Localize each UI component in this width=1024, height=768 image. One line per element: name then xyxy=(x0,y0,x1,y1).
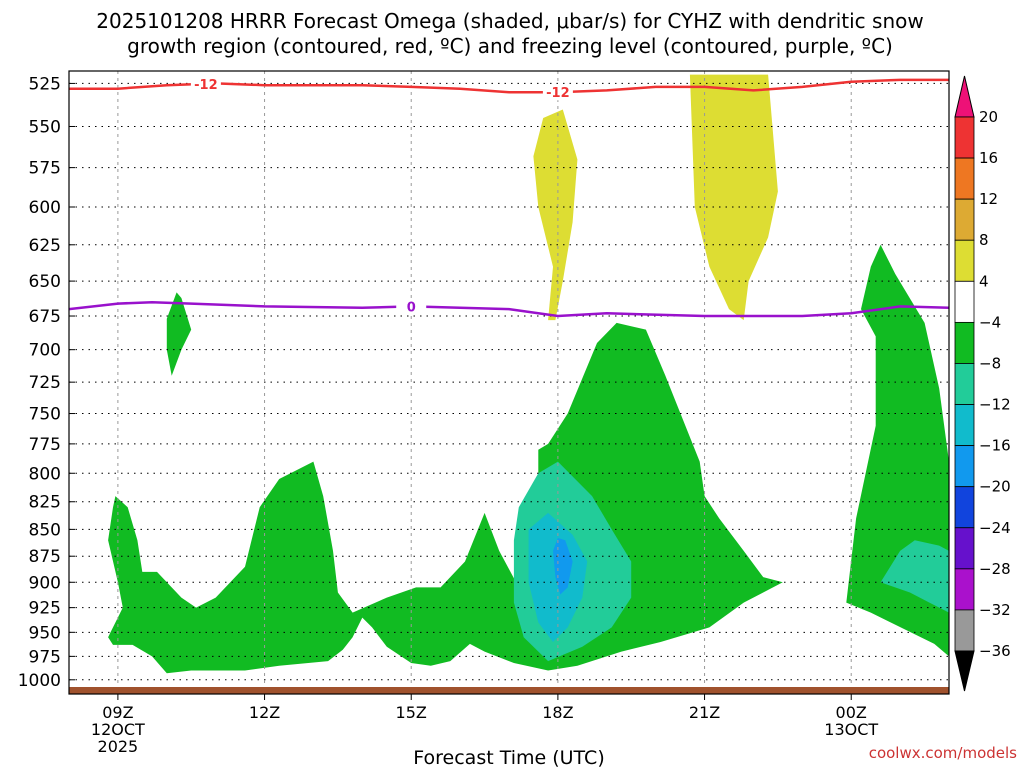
colorbar: 20 16 12 8 4 −4 −8 −12 −16 −20 −24 −28 −32 −36 xyxy=(954,75,1011,692)
y-tick-label-650: 650 xyxy=(29,272,61,292)
colorbar-label-6: −8 xyxy=(979,354,1001,372)
dendritic_contour-label-bg-1 xyxy=(542,84,573,101)
omega-shaded-regions xyxy=(108,74,949,674)
x-tick-label-5-0: 00Z xyxy=(836,703,867,722)
omega-region-6 xyxy=(880,540,949,613)
colorbar-label-12: −32 xyxy=(979,601,1011,619)
y-tick-label-550: 550 xyxy=(29,117,61,137)
x-tick-label-4-0: 21Z xyxy=(689,703,720,722)
colorbar-label-10: −24 xyxy=(979,519,1011,537)
colorbar-box-7 xyxy=(954,404,975,447)
y-tick-label-600: 600 xyxy=(29,198,61,218)
y-tick-label-525: 525 xyxy=(29,74,61,94)
colorbar-box-10 xyxy=(954,527,975,570)
chart-title: 2025101208 HRRR Forecast Omega (shaded, … xyxy=(96,9,923,58)
x-tick-label-0-1: 12OCT xyxy=(91,720,145,739)
colorbar-label-7: −12 xyxy=(979,396,1011,414)
colorbar-box-0 xyxy=(954,116,975,159)
title-line-1: 2025101208 HRRR Forecast Omega (shaded, … xyxy=(96,9,923,33)
y-tick-label-975: 975 xyxy=(29,647,61,667)
title-line-2: growth region (contoured, red, ºC) and f… xyxy=(127,34,893,58)
grid-lines xyxy=(69,71,949,689)
x-tick-label-3-0: 18Z xyxy=(542,703,573,722)
colorbar-label-3: 8 xyxy=(979,231,989,249)
omega-region-4 xyxy=(108,322,783,674)
y-tick-label-750: 750 xyxy=(29,405,61,425)
y-tick-label-575: 575 xyxy=(29,159,61,179)
colorbar-box-11 xyxy=(954,568,975,611)
y-tick-label-725: 725 xyxy=(29,373,61,393)
contour-lines: -12 -12 0 xyxy=(69,75,949,318)
colorbar-label-0: 20 xyxy=(979,108,998,126)
y-tick-label-700: 700 xyxy=(29,341,61,361)
x-axis-label: Forecast Time (UTC) xyxy=(413,747,604,768)
omega-region-0 xyxy=(533,109,578,321)
colorbar-top-arrow xyxy=(954,75,975,118)
y-tick-label-850: 850 xyxy=(29,520,61,540)
colorbar-label-2: 12 xyxy=(979,190,998,208)
colorbar-box-8 xyxy=(954,445,975,488)
colorbar-box-6 xyxy=(954,363,975,405)
x-tick-label-1-0: 12Z xyxy=(249,703,280,722)
dendritic_contour-label-1: -12 xyxy=(546,86,570,101)
colorbar-box-3 xyxy=(954,239,975,282)
ground-surface-bar xyxy=(69,687,949,694)
colorbar-bottom-arrow xyxy=(954,650,975,692)
colorbar-label-4: 4 xyxy=(979,272,989,290)
colorbar-box-12 xyxy=(954,609,975,652)
omega-region-2 xyxy=(166,292,192,376)
colorbar-label-8: −16 xyxy=(979,437,1011,455)
y-tick-label-900: 900 xyxy=(29,573,61,593)
omega-region-1 xyxy=(689,74,778,321)
y-tick-label-1000: 1000 xyxy=(18,671,61,691)
colorbar-label-11: −28 xyxy=(979,560,1011,578)
freezing_contour-label-0: 0 xyxy=(407,300,416,315)
y-tick-label-775: 775 xyxy=(29,435,61,455)
y-tick-label-875: 875 xyxy=(29,547,61,567)
y-tick-label-675: 675 xyxy=(29,307,61,327)
dendritic_contour-label-0: -12 xyxy=(194,78,218,93)
x-tick-label-5-1: 13OCT xyxy=(824,720,878,739)
y-tick-label-825: 825 xyxy=(29,493,61,513)
freezing_contour-label-bg-0 xyxy=(396,298,427,315)
y-axis-ticks: 525 550 575 600 625 650 675 700 725 750 775 800 825 8… xyxy=(18,74,75,691)
colorbar-label-9: −20 xyxy=(979,478,1011,496)
x-tick-label-2-0: 15Z xyxy=(396,703,427,722)
y-tick-label-925: 925 xyxy=(29,599,61,619)
x-tick-label-0-2: 2025 xyxy=(98,737,139,756)
colorbar-label-1: 16 xyxy=(979,149,998,167)
freezing_contour-line xyxy=(69,300,949,318)
credit-text: coolwx.com/models xyxy=(869,744,1017,762)
omega-region-8 xyxy=(553,538,573,595)
colorbar-label-5: −4 xyxy=(979,313,1001,331)
colorbar-box-1 xyxy=(954,157,975,200)
y-tick-label-625: 625 xyxy=(29,236,61,256)
colorbar-box-2 xyxy=(954,198,975,241)
y-tick-label-800: 800 xyxy=(29,464,61,484)
colorbar-label-13: −36 xyxy=(979,642,1011,660)
x-tick-label-0-0: 09Z xyxy=(102,703,133,722)
colorbar-box-4 xyxy=(954,280,975,323)
dendritic_contour-label-bg-0 xyxy=(190,75,221,92)
y-tick-label-950: 950 xyxy=(29,623,61,643)
colorbar-box-9 xyxy=(954,486,975,529)
colorbar-box-5 xyxy=(954,321,975,364)
